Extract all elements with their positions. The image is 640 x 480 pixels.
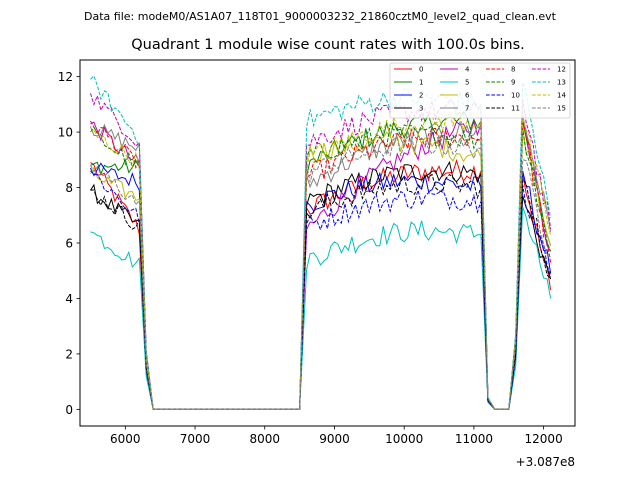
y-tick-label: 4 bbox=[65, 292, 73, 306]
legend-label-0: 0 bbox=[419, 66, 423, 74]
legend-label-5: 5 bbox=[465, 79, 469, 87]
legend-box bbox=[389, 62, 571, 119]
x-tick-label: 12000 bbox=[525, 432, 563, 446]
y-tick-label: 10 bbox=[58, 126, 73, 140]
x-tick-label: 11000 bbox=[455, 432, 493, 446]
legend-label-12: 12 bbox=[557, 66, 566, 74]
series-group bbox=[90, 75, 552, 410]
chart-title: Quadrant 1 module wise count rates with … bbox=[131, 37, 525, 53]
legend-label-10: 10 bbox=[511, 92, 520, 100]
series-line-5 bbox=[90, 206, 552, 410]
legend-label-1: 1 bbox=[419, 79, 423, 87]
y-tick-label: 2 bbox=[65, 347, 73, 361]
plot-background bbox=[80, 60, 575, 426]
series-line-13 bbox=[90, 75, 552, 410]
legend-label-9: 9 bbox=[511, 79, 515, 87]
legend-label-2: 2 bbox=[419, 92, 423, 100]
x-tick-label: 7000 bbox=[180, 432, 211, 446]
series-line-15 bbox=[90, 134, 551, 410]
legend-label-14: 14 bbox=[557, 92, 566, 100]
y-tick-label: 8 bbox=[65, 181, 73, 195]
suptitle: Data file: modeM0/AS1A07_118T01_90000032… bbox=[84, 10, 557, 23]
legend-label-3: 3 bbox=[419, 105, 423, 113]
x-tick-label: 10000 bbox=[385, 432, 423, 446]
legend-label-8: 8 bbox=[511, 66, 515, 74]
y-tick-label: 0 bbox=[65, 403, 73, 417]
plot-area bbox=[80, 60, 575, 426]
y-tick-label: 6 bbox=[65, 237, 73, 251]
x-tick-label: 6000 bbox=[110, 432, 141, 446]
legend-label-6: 6 bbox=[465, 92, 470, 100]
legend-label-15: 15 bbox=[557, 105, 566, 113]
series-line-11 bbox=[90, 173, 551, 410]
series-line-14 bbox=[90, 110, 552, 410]
y-tick-label: 12 bbox=[58, 70, 73, 84]
legend-label-7: 7 bbox=[465, 105, 469, 113]
x-tick-label: 9000 bbox=[319, 432, 350, 446]
legend-label-11: 11 bbox=[511, 105, 520, 113]
legend-label-13: 13 bbox=[557, 79, 566, 87]
x-offset-label: +3.087e8 bbox=[516, 455, 575, 469]
x-tick-label: 8000 bbox=[249, 432, 280, 446]
legend-label-4: 4 bbox=[465, 66, 470, 74]
series-line-10 bbox=[90, 170, 552, 410]
